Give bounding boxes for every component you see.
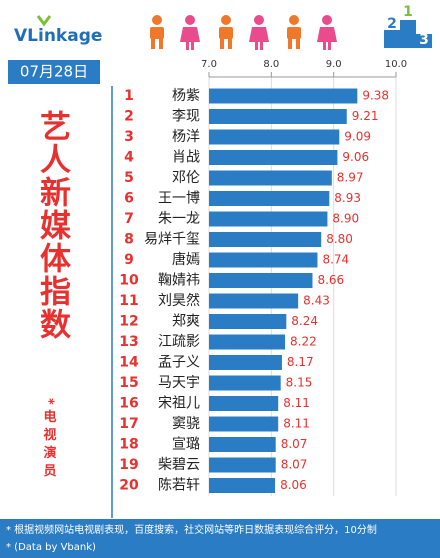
value-label: 8.24 [291, 314, 318, 328]
bar [209, 293, 299, 309]
y-tick-label: 王一博 [158, 190, 200, 207]
rank: 7 [124, 211, 134, 227]
y-tick-label: 杨洋 [172, 129, 200, 145]
podium-label: 1 [403, 4, 413, 20]
y-tick-label: 鞠婧祎 [158, 273, 200, 289]
footnote: * (Data by Vbank) [6, 542, 96, 553]
podium-label: 2 [387, 16, 397, 32]
bar [209, 396, 279, 411]
bar [209, 170, 332, 186]
y-tick-label: 郑爽 [172, 314, 200, 330]
bar [209, 355, 282, 370]
bar [209, 232, 322, 247]
value-label: 9.38 [362, 89, 389, 103]
bar [209, 109, 347, 124]
podium [384, 20, 432, 48]
value-label: 8.11 [283, 396, 310, 410]
people-icons [150, 15, 337, 50]
y-tick-label: 陈若轩 [158, 477, 200, 494]
rank: 5 [124, 170, 134, 186]
y-tick-label: 江疏影 [158, 334, 200, 350]
y-tick-label: 宋祖儿 [158, 396, 200, 412]
rank: 20 [119, 478, 139, 494]
y-tick-label: 肖战 [172, 150, 200, 166]
subtitle: *电视演员 [41, 398, 57, 482]
date-box [8, 60, 100, 84]
bar [209, 314, 287, 329]
y-tick-label: 宣璐 [172, 437, 200, 453]
value-label: 9.06 [342, 150, 369, 164]
rank: 16 [119, 396, 138, 412]
x-tick-label: 9.0 [326, 59, 342, 70]
y-tick-label: 窦骁 [172, 416, 200, 432]
value-label: 8.43 [303, 294, 330, 308]
value-label: 8.97 [337, 171, 364, 185]
rank: 14 [119, 355, 139, 371]
rank: 15 [119, 375, 138, 391]
rank: 10 [119, 273, 139, 289]
rank: 12 [119, 314, 138, 330]
y-tick-label: 杨紫 [172, 88, 200, 104]
y-tick-label: 柴碧云 [158, 457, 200, 473]
rank: 17 [119, 416, 138, 432]
y-tick-label: 孟子义 [158, 355, 200, 371]
value-label: 8.74 [322, 253, 349, 267]
value-label: 8.22 [290, 335, 317, 349]
value-label: 8.15 [286, 376, 313, 390]
y-tick-label: 邓伦 [172, 170, 200, 186]
value-label: 8.07 [281, 437, 308, 451]
bar [209, 478, 276, 493]
bar [209, 88, 358, 104]
date: 07月28日 [20, 63, 88, 81]
value-label: 9.21 [352, 109, 379, 123]
value-label: 8.93 [334, 191, 361, 205]
value-label: 8.90 [332, 212, 359, 226]
x-tick-label: 7.0 [201, 59, 217, 70]
rank: 18 [119, 437, 138, 453]
value-label: 8.66 [317, 273, 344, 287]
x-tick-label: 10.0 [385, 59, 407, 70]
bar [209, 211, 328, 227]
rank: 3 [124, 129, 134, 145]
title: 艺人新媒体指数 [34, 110, 71, 341]
value-label: 8.06 [280, 478, 307, 492]
footnote: * 根据视频网站电视剧表现，百度搜索，社交网站等昨日数据表现综合评分，10分制 [6, 523, 377, 536]
rank: 9 [124, 252, 134, 268]
bar [209, 334, 286, 350]
y-tick-label: 易烊千玺 [144, 232, 200, 248]
rank: 19 [119, 457, 138, 473]
value-label: 8.07 [281, 458, 308, 472]
logo: VLinkage [14, 26, 102, 46]
y-tick-label: 朱一龙 [158, 211, 200, 227]
bar [209, 457, 276, 473]
logo-icon [36, 15, 52, 27]
bar [209, 416, 279, 432]
rank: 4 [124, 150, 134, 166]
rank: 8 [124, 232, 134, 248]
value-label: 8.11 [283, 417, 310, 431]
y-tick-label: 李现 [172, 109, 200, 125]
x-tick-label: 8.0 [263, 59, 279, 70]
value-label: 8.80 [326, 232, 353, 246]
rank: 1 [124, 88, 134, 104]
y-tick-label: 唐嫣 [172, 251, 200, 268]
rank: 6 [124, 191, 134, 207]
bar [209, 375, 281, 391]
footer [0, 519, 440, 558]
y-tick-label: 刘昊然 [158, 292, 200, 309]
bar [209, 273, 313, 288]
bar [209, 150, 338, 165]
bar [209, 252, 318, 268]
rank: 11 [119, 293, 138, 309]
bar [209, 129, 340, 145]
rank: 2 [124, 109, 134, 125]
y-tick-label: 马天宇 [158, 375, 200, 391]
value-label: 8.17 [287, 355, 314, 369]
podium-label: 3 [419, 32, 429, 48]
bar [209, 437, 276, 452]
value-label: 9.09 [344, 130, 371, 144]
rank: 13 [119, 334, 138, 350]
bar [209, 191, 330, 206]
